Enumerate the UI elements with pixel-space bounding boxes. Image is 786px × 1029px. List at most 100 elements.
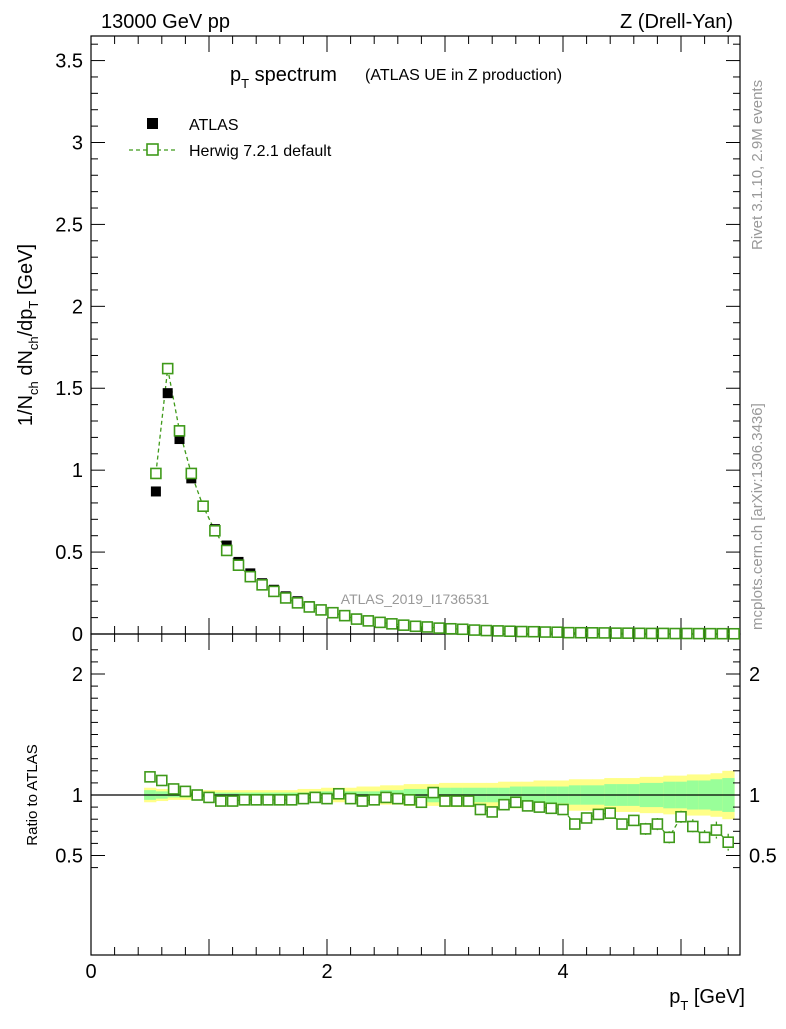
ratio-point xyxy=(627,814,640,827)
ratio-point xyxy=(545,802,558,815)
header-left: 13000 GeV pp xyxy=(101,11,230,33)
ratio-point xyxy=(415,796,428,809)
ratio-point xyxy=(215,795,227,807)
ratio-point xyxy=(498,798,510,811)
mc-point xyxy=(468,624,481,636)
y-tick-label-main: 1.5 xyxy=(55,378,83,400)
mc-point xyxy=(338,609,351,622)
mc-point xyxy=(303,601,316,613)
ratio-point xyxy=(604,807,617,819)
mc-point xyxy=(610,627,622,639)
mc-point xyxy=(504,625,516,638)
mc-point xyxy=(150,467,162,480)
ratio-point xyxy=(521,800,534,812)
y-tick-label-ratio-right: 2 xyxy=(749,664,760,686)
plot-title: pT spectrum xyxy=(230,64,337,91)
x-tick-labels: 0 2 4 xyxy=(85,961,568,983)
ratio-point xyxy=(533,801,546,813)
ratio-point xyxy=(262,794,274,806)
ratio-point xyxy=(344,792,357,805)
mc-point xyxy=(409,620,422,633)
atlas-point xyxy=(174,434,185,445)
y-tick-label-main: 1 xyxy=(72,460,83,482)
y-axis-label-main: 1/Nch dNch/dpT [GeV] xyxy=(15,244,41,426)
ratio-point xyxy=(663,831,676,844)
y-tick-label-main: 2.5 xyxy=(55,214,83,236)
y-tick-label-ratio-right: 1 xyxy=(749,785,760,807)
mc-point xyxy=(574,626,587,639)
ratio-point xyxy=(486,806,499,818)
y-tick-label-main: 3.5 xyxy=(55,51,83,73)
mcplots-label: mcplots.cern.ch [arXiv:1306.3436] xyxy=(749,403,766,630)
mc-point xyxy=(232,559,245,571)
ratio-point xyxy=(368,794,381,806)
y-tick-label-ratio: 2 xyxy=(72,664,83,686)
ratio-point xyxy=(309,791,322,804)
mc-point xyxy=(633,627,646,640)
ratio-point xyxy=(356,795,369,807)
ratio-point xyxy=(639,823,652,835)
y-axis-label-ratio: Ratio to ATLAS xyxy=(24,744,41,845)
ratio-point xyxy=(285,794,298,806)
ratio-point xyxy=(380,791,392,804)
title-rest: spectrum xyxy=(249,64,337,86)
y-tick-label-main: 0.5 xyxy=(55,542,83,564)
ratio-point xyxy=(651,818,664,830)
legend-mc-label: Herwig 7.2.1 default xyxy=(189,143,332,160)
mc-point xyxy=(563,626,575,639)
mc-point xyxy=(551,626,563,638)
ratio-point xyxy=(710,824,723,836)
mc-point xyxy=(291,597,304,609)
ratio-point xyxy=(462,795,475,807)
mc-point xyxy=(315,604,327,616)
y-tick-label-main: 2 xyxy=(72,296,83,318)
mc-point xyxy=(692,627,705,640)
mc-point xyxy=(386,618,398,630)
header-right: Z (Drell-Yan) xyxy=(620,11,733,33)
x-tick-label: 0 xyxy=(85,961,96,983)
atlas-point xyxy=(150,486,161,497)
mc-point xyxy=(480,624,493,637)
ratio-point xyxy=(191,789,203,801)
y-tick-label-main: 3 xyxy=(72,132,83,154)
legend-data-label: ATLAS xyxy=(189,117,239,134)
ratio-point xyxy=(722,836,735,848)
ratio-point xyxy=(156,774,168,787)
title-p: p xyxy=(230,64,241,86)
mc-point xyxy=(492,625,504,637)
mc-point xyxy=(645,627,658,640)
mc-point xyxy=(586,627,599,639)
mc-point xyxy=(350,613,363,625)
ratio-point xyxy=(273,794,286,806)
ratio-point xyxy=(450,795,463,807)
mc-point xyxy=(327,606,339,619)
ratio-point xyxy=(144,771,156,783)
mc-point xyxy=(657,627,670,640)
legend-data-marker xyxy=(147,118,158,129)
ratio-point xyxy=(698,831,711,844)
mc-series-points xyxy=(150,362,740,640)
ratio-point xyxy=(297,792,310,805)
mc-point xyxy=(669,627,681,640)
ratio-point xyxy=(167,783,180,795)
mc-point xyxy=(433,622,445,634)
ratio-point xyxy=(203,791,215,804)
ratio-point xyxy=(179,785,192,798)
ratio-point xyxy=(675,810,687,823)
mc-point xyxy=(374,616,386,629)
ratio-point xyxy=(391,792,404,805)
ratio-point xyxy=(592,808,605,821)
y-tick-labels: 0 0.5 1 1.5 2 2.5 3 3.5 0.5 0.5 1 1 2 2 xyxy=(55,51,777,868)
mc-point xyxy=(362,615,375,627)
mc-point xyxy=(161,362,174,375)
plot-subtitle: (ATLAS UE in Z production) xyxy=(365,67,562,84)
mc-point xyxy=(456,623,469,636)
mc-point xyxy=(622,627,634,639)
y-tick-label-ratio-right: 0.5 xyxy=(749,846,777,868)
y-tick-label-ratio: 0.5 xyxy=(55,846,83,868)
ratio-point xyxy=(580,812,593,824)
mc-point xyxy=(539,626,552,638)
mc-point xyxy=(185,467,198,480)
mc-point xyxy=(728,627,740,640)
